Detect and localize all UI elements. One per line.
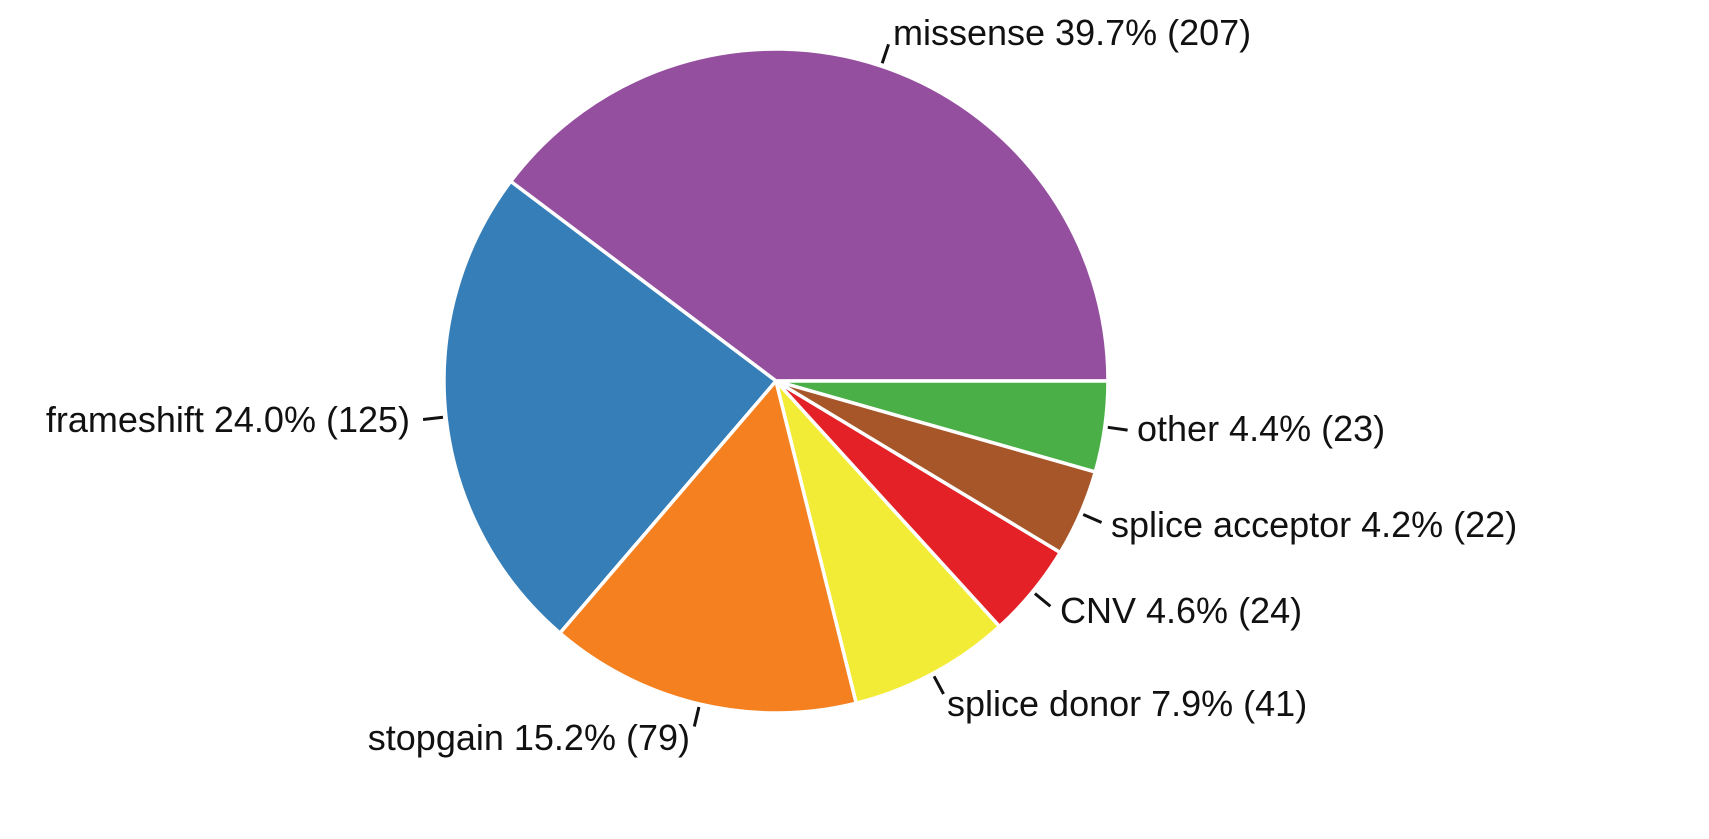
leader-line-stopgain [692,706,701,727]
slice-label-frameshift: frameshift 24.0% (125) [46,399,410,440]
pie-slice-splice-donor [774,379,1002,705]
slice-label-splice-acceptor: splice acceptor 4.2% (22) [1111,504,1517,545]
leader-line-cnv [1033,592,1052,608]
slice-label-stopgain: stopgain 15.2% (79) [368,717,690,758]
pie-slice-other [774,379,1110,474]
leader-line-splice-donor [932,675,945,695]
slice-label-cnv: CNV 4.6% (24) [1060,590,1302,631]
leader-line-frameshift [422,415,444,421]
slice-label-missense: missense 39.7% (207) [893,12,1251,53]
slice-label-splice-donor: splice donor 7.9% (41) [947,683,1307,724]
leader-line-other [1107,425,1128,432]
leader-line-missense [880,43,890,64]
leader-lines-layer [422,43,1128,727]
pie-slice-stopgain [558,379,859,715]
slice-label-other: other 4.4% (23) [1137,408,1385,449]
leader-line-splice-acceptor [1082,513,1103,524]
pie-slice-frameshift [442,179,778,635]
slices-layer [442,47,1110,715]
slice-labels-layer: missense 39.7% (207) frameshift 24.0% (12… [46,12,1517,758]
pie-slice-missense [508,47,1110,383]
